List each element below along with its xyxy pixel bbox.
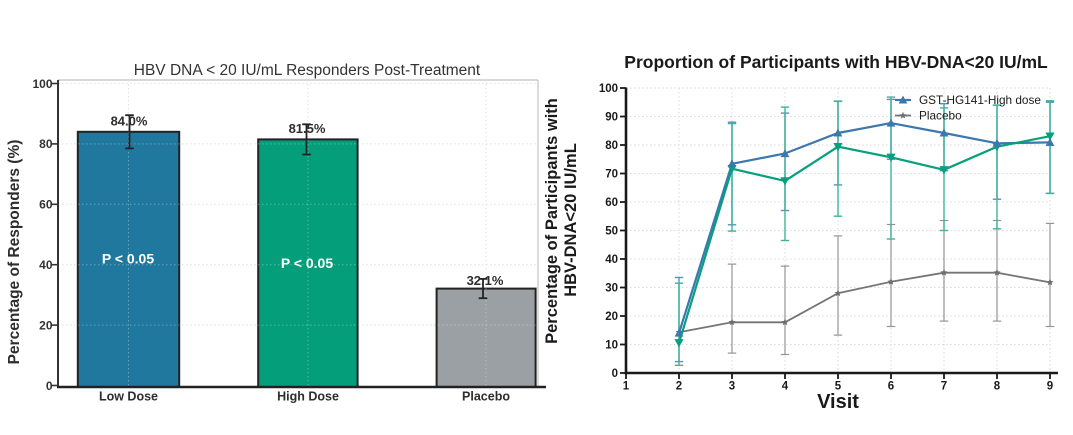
svg-text:GST-HG141-High dose: GST-HG141-High dose [919, 93, 1041, 107]
svg-text:100: 100 [599, 83, 618, 95]
svg-text:Placebo: Placebo [462, 390, 510, 404]
svg-text:90: 90 [605, 112, 618, 124]
svg-text:Visit: Visit [817, 391, 859, 413]
svg-text:32.1%: 32.1% [467, 273, 504, 288]
svg-text:40: 40 [605, 254, 618, 266]
svg-text:P < 0.05: P < 0.05 [102, 251, 155, 267]
svg-text:0: 0 [46, 379, 53, 393]
svg-text:10: 10 [605, 340, 618, 352]
svg-text:Percentage of Responders (%): Percentage of Responders (%) [6, 140, 23, 365]
svg-text:4: 4 [782, 381, 789, 393]
svg-text:100: 100 [32, 77, 52, 91]
svg-text:8: 8 [994, 381, 1001, 393]
svg-text:5: 5 [835, 381, 842, 393]
svg-text:HBV DNA < 20 IU/mL Responders: HBV DNA < 20 IU/mL Responders Post-Treat… [134, 62, 481, 79]
svg-text:6: 6 [888, 381, 894, 393]
svg-text:Proportion of Participants wit: Proportion of Participants with HBV-DNA<… [624, 52, 1048, 72]
svg-text:20: 20 [605, 311, 618, 323]
svg-text:60: 60 [39, 198, 53, 212]
svg-text:HBV-DNA<20 IU/mL: HBV-DNA<20 IU/mL [562, 143, 580, 297]
svg-text:70: 70 [605, 169, 618, 181]
svg-text:30: 30 [605, 283, 618, 295]
svg-text:0: 0 [612, 368, 618, 380]
svg-text:81.5%: 81.5% [289, 121, 326, 136]
svg-text:2: 2 [676, 381, 682, 393]
svg-text:84.0%: 84.0% [111, 114, 148, 129]
svg-text:60: 60 [605, 197, 618, 209]
svg-text:20: 20 [39, 318, 53, 332]
svg-text:Placebo: Placebo [919, 109, 962, 123]
svg-text:80: 80 [39, 137, 53, 151]
svg-text:50: 50 [605, 226, 618, 238]
svg-text:7: 7 [941, 381, 947, 393]
svg-text:9: 9 [1047, 381, 1053, 393]
svg-text:P < 0.05: P < 0.05 [281, 255, 334, 271]
svg-text:3: 3 [729, 381, 735, 393]
svg-text:40: 40 [39, 258, 53, 272]
svg-text:80: 80 [605, 140, 618, 152]
svg-text:Percentage of Participants wit: Percentage of Participants with [543, 98, 561, 344]
svg-text:High Dose: High Dose [277, 390, 339, 404]
svg-text:Low Dose: Low Dose [99, 390, 158, 404]
svg-text:1: 1 [623, 381, 630, 393]
